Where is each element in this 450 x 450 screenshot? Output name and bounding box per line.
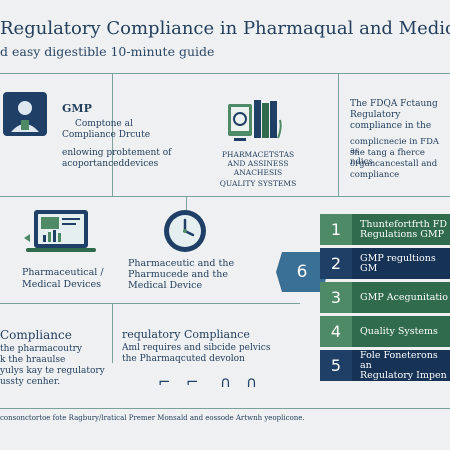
step-label: Thuntefortfrth FD Regulations GMP xyxy=(352,214,450,245)
pharma-device-line-1: Pharmaceutic and the xyxy=(128,258,235,269)
gmp-heading: GMP xyxy=(62,102,92,115)
page-subtitle: d easy digestible 10-minute guide xyxy=(0,44,215,59)
fda-line-3: compliance in the xyxy=(350,121,432,131)
devices-line-1: Pharmaceutical / xyxy=(22,267,104,278)
reg-compliance-heading: requlatory Compliance xyxy=(122,328,250,341)
arch-icon: ∩ xyxy=(246,373,257,391)
page-title: Regulatory Compliance in Pharmaqual and … xyxy=(0,18,450,39)
step-item-4: 4 Quality Systems xyxy=(320,316,450,347)
step-number: 5 xyxy=(320,350,352,381)
gmp-line-3: enlowing probtement of xyxy=(62,148,172,158)
fda-line-5: sne tang a fherce ndics xyxy=(350,148,425,167)
connector-vertical-1 xyxy=(112,73,113,196)
top-divider xyxy=(0,73,450,74)
hook-icon: ⌐ xyxy=(158,373,171,391)
footer-text: consonctortoe fote Ragbury/lratical Prem… xyxy=(0,414,305,422)
middle-divider xyxy=(0,196,450,197)
fda-line-2: Regulatory xyxy=(350,110,401,120)
clock-icon xyxy=(162,208,208,254)
center-top-line-3: ANACHESIS xyxy=(233,168,283,177)
pharma-device-line-2: Pharmucede and the xyxy=(128,269,228,280)
step-label: Quality Systems xyxy=(352,316,450,347)
arch-icon: ∩ xyxy=(220,373,231,391)
fda-line-4: complicnecie in FDA as xyxy=(350,137,440,156)
gmp-line-4: acoportanceddevices xyxy=(62,159,159,169)
compliance-line-4: ussty cenher. xyxy=(0,377,61,387)
hex-badge: 6 xyxy=(276,252,328,292)
step-item-1: 1 Thuntefortfrth FD Regulations GMP xyxy=(320,214,450,245)
pharma-device-line-3: Medical Device xyxy=(128,280,203,291)
compliance-heading: Compliance xyxy=(0,328,72,342)
connector-vertical-2 xyxy=(338,73,339,196)
step-label: Fole Foneterons an Regulatory Impen xyxy=(352,350,450,381)
compliance-line-3: yulys kay te regulatory xyxy=(0,366,105,376)
compliance-line-1: the pharmacoutry xyxy=(0,344,82,354)
step-item-5: 5 Fole Foneterons an Regulatory Impen xyxy=(320,350,450,381)
center-top-line-1: PHARMACETSTAS xyxy=(221,150,295,159)
footer-divider xyxy=(0,408,450,409)
lower-divider xyxy=(0,303,300,304)
step-label: GMP Acegunitatio xyxy=(352,282,450,313)
hook-icon: ⌐ xyxy=(186,373,199,391)
devices-line-2: Medical Devices xyxy=(22,279,101,290)
step-number: 2 xyxy=(320,248,352,279)
step-item-3: 3 GMP Acegunitatio xyxy=(320,282,450,313)
step-number: 1 xyxy=(320,214,352,245)
center-top-line-2: AND ASSINESS xyxy=(227,159,289,168)
gmp-line-1: Comptone al xyxy=(75,119,133,129)
step-item-2: 2 GMP regultions GM xyxy=(320,248,450,279)
step-number: 4 xyxy=(320,316,352,347)
dashboard-laptop-icon xyxy=(24,208,96,258)
connector-vertical-3 xyxy=(112,303,113,363)
fda-line-7: compliance xyxy=(350,170,400,180)
steps-list: 1 Thuntefortfrth FD Regulations GMP 2 GM… xyxy=(320,214,450,381)
person-icon xyxy=(3,92,47,136)
hex-badge-number: 6 xyxy=(296,262,308,282)
gmp-line-2: Compliance Drcute xyxy=(62,130,151,140)
step-label: GMP regultions GM xyxy=(352,248,450,279)
fda-line-6: organcancestall and xyxy=(350,159,438,169)
reg-compliance-line-1: Aml requires and sibcide pelvics xyxy=(122,343,271,353)
step-number: 3 xyxy=(320,282,352,313)
fda-line-1: The FDQA Fctaung xyxy=(350,99,438,109)
compliance-line-2: k the hraaulse xyxy=(0,355,66,365)
document-binders-icon xyxy=(226,98,284,144)
center-top-line-4: QUALITY SYSTEMS xyxy=(219,179,297,188)
reg-compliance-line-2: the Pharmaqcuted devolon xyxy=(122,354,245,364)
